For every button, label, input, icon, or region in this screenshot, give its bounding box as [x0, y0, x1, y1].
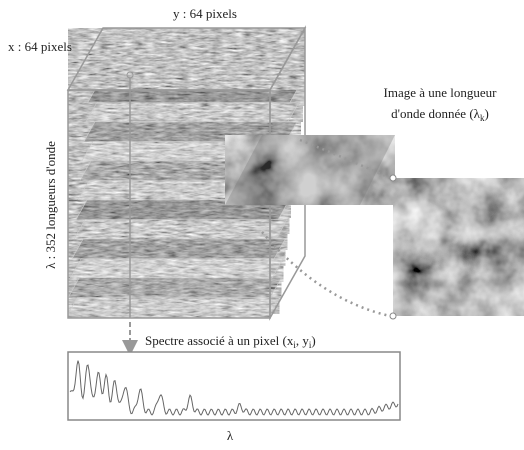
- y-axis-label: y : 64 pixels: [173, 6, 237, 21]
- caption-part: , y: [296, 333, 310, 348]
- caption-line: Image à une longueur: [384, 85, 498, 100]
- caption-end: ): [484, 106, 488, 121]
- arrow-end: [390, 313, 396, 319]
- image-caption: Image à une longueur: [384, 85, 498, 100]
- caption-line: d'onde donnée (λ: [391, 106, 480, 121]
- caption-part: ): [311, 333, 315, 348]
- lambda-axis-label: λ : 352 longueurs d'onde: [43, 141, 58, 269]
- image-caption: d'onde donnée (λk): [391, 106, 489, 123]
- x-axis-label: x : 64 pixels: [8, 39, 72, 54]
- zoomed-image: [393, 178, 524, 316]
- spectrum-caption: Spectre associé à un pixel (xi, yi): [145, 333, 316, 350]
- caption-part: Spectre associé à un pixel (x: [145, 333, 294, 348]
- hyperspectral-diagram: y : 64 pixels x : 64 pixels λ : 352 long…: [0, 0, 524, 450]
- slice: [68, 298, 279, 315]
- slice: [68, 28, 305, 90]
- spectrum-axis-label: λ: [227, 428, 234, 443]
- arrow-end: [390, 175, 396, 181]
- slice: [68, 278, 281, 298]
